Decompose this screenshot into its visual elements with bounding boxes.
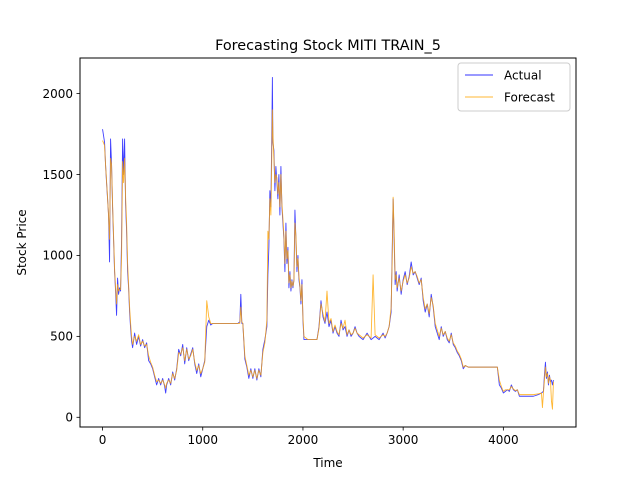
chart-title: Forecasting Stock MITI TRAIN_5	[215, 38, 441, 54]
series-layer	[102, 76, 554, 410]
x-tick-label: 0	[99, 433, 107, 447]
legend: Actual Forecast	[457, 62, 571, 112]
plot-area-frame	[79, 57, 577, 428]
x-tick-label: 3000	[388, 433, 419, 447]
x-tick-label: 2000	[288, 433, 319, 447]
x-axis-label: Time	[312, 456, 342, 470]
x-tick-label: 1000	[187, 433, 218, 447]
series-line-forecast	[102, 109, 554, 410]
x-tick-label: 4000	[488, 433, 519, 447]
x-axis-ticks: 0 1000 2000 3000 4000	[99, 427, 519, 447]
legend-label-forecast: Forecast	[504, 91, 555, 105]
y-tick-label: 2000	[42, 87, 73, 101]
y-tick-label: 0	[65, 411, 73, 425]
legend-label-actual: Actual	[504, 69, 542, 83]
y-axis-ticks: 0 500 1000 1500 2000	[42, 87, 80, 425]
y-axis-label: Stock Price	[15, 209, 29, 275]
y-tick-label: 1000	[42, 249, 73, 263]
y-tick-label: 500	[50, 330, 73, 344]
y-tick-label: 1500	[42, 168, 73, 182]
